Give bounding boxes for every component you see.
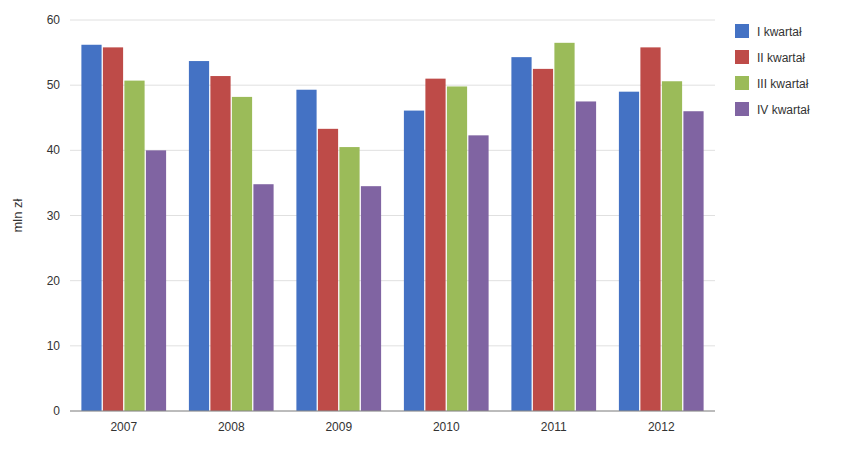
bar <box>210 76 230 411</box>
grid-line <box>70 215 715 216</box>
bar <box>189 61 209 411</box>
legend-label: IV kwartał <box>757 103 810 117</box>
bar <box>146 150 166 411</box>
bar <box>296 90 316 411</box>
bars <box>81 43 703 411</box>
bar <box>640 47 660 411</box>
x-axis-line <box>70 411 715 412</box>
legend-swatch <box>735 50 749 64</box>
x-axis: 2007 2008 2009 2010 2011 2012 <box>110 420 675 434</box>
chart: 0102030405060mln zł200720082009201020112… <box>0 0 865 451</box>
bar <box>404 111 424 411</box>
y-tick-label: 50 <box>47 78 61 92</box>
bar <box>232 97 252 411</box>
bar <box>318 129 338 411</box>
bar <box>662 81 682 411</box>
bar <box>253 184 273 411</box>
bar <box>554 43 574 411</box>
bar <box>425 79 445 411</box>
bar <box>511 57 531 411</box>
y-axis: 0 10 20 30 40 50 60 <box>47 13 715 418</box>
y-tick-label: 60 <box>47 13 61 27</box>
y-tick-label: 30 <box>47 209 61 223</box>
y-tick-label: 10 <box>47 339 61 353</box>
y-tick-label: 20 <box>47 274 61 288</box>
legend-label: III kwartał <box>757 77 809 91</box>
bar <box>124 81 144 411</box>
x-tick-label: 2012 <box>648 420 675 434</box>
bar <box>339 147 359 411</box>
grid-line <box>70 85 715 86</box>
legend-swatch <box>735 24 749 38</box>
legend-swatch <box>735 102 749 116</box>
bar <box>619 92 639 411</box>
bar <box>576 101 596 411</box>
x-tick-label: 2007 <box>110 420 137 434</box>
grid-line <box>70 20 715 21</box>
bar <box>81 45 101 411</box>
y-tick-label: 0 <box>53 404 60 418</box>
x-tick-label: 2011 <box>541 420 567 434</box>
grid-line <box>70 411 715 412</box>
grid-line <box>70 280 715 281</box>
legend: I kwartał II kwartał III kwartał IV kwartał <box>735 24 810 117</box>
bar <box>447 86 467 411</box>
legend-label: I kwartał <box>757 25 802 39</box>
chart-container: 0102030405060mln zł200720082009201020112… <box>0 0 865 451</box>
y-tick-label: 40 <box>47 143 61 157</box>
x-tick-label: 2009 <box>325 420 352 434</box>
y-axis-label: mln zł <box>10 198 25 232</box>
grid-line <box>70 345 715 346</box>
bar <box>468 135 488 411</box>
x-tick-label: 2008 <box>218 420 245 434</box>
legend-label: II kwartał <box>757 51 805 65</box>
x-tick-label: 2010 <box>433 420 460 434</box>
bar <box>361 186 381 411</box>
bar <box>683 111 703 411</box>
bar <box>103 47 123 411</box>
bar <box>533 69 553 411</box>
grid-line <box>70 150 715 151</box>
legend-swatch <box>735 76 749 90</box>
